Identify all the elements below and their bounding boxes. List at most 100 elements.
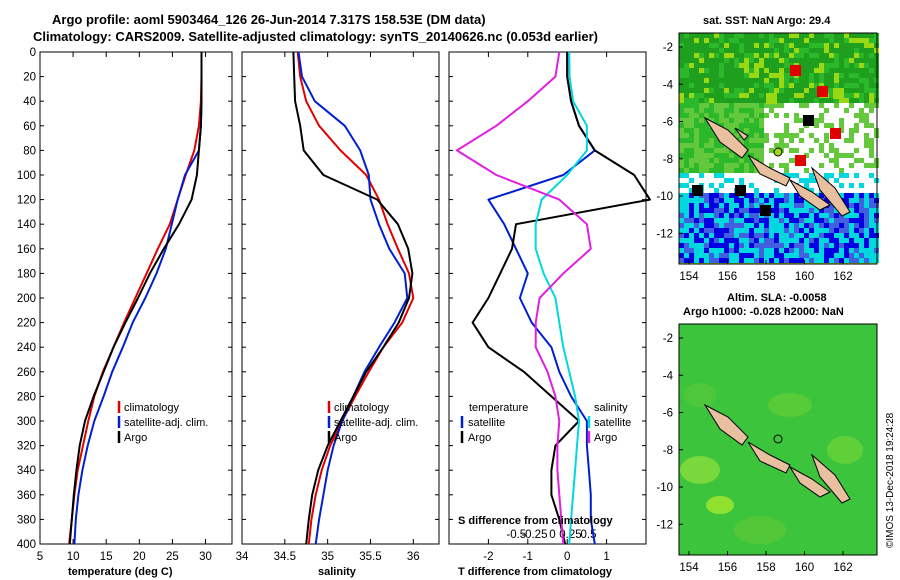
sst-cell (859, 123, 864, 128)
sst-cell (729, 68, 734, 73)
sst-cell (869, 33, 874, 38)
sst-cell (749, 238, 754, 243)
sst-cell (829, 123, 834, 128)
sst-cell (824, 243, 829, 248)
sst-cell (769, 123, 774, 128)
sst-cell (784, 238, 789, 243)
sst-cell (689, 198, 694, 203)
sst-cell (769, 198, 774, 203)
sst-cell (804, 248, 809, 253)
sst-cell (784, 78, 789, 83)
sst-cell (694, 173, 699, 178)
argo-location-marker (773, 147, 783, 157)
s-diff-tick-label: -0.25 (521, 529, 547, 541)
sst-cell (854, 133, 859, 138)
sst-cell (784, 133, 789, 138)
map-lon-label: 162 (833, 562, 852, 574)
sst-cell (844, 193, 849, 198)
sst-cell (779, 33, 784, 38)
sst-cell (869, 228, 874, 233)
sst-cell (869, 83, 874, 88)
island-shape (703, 403, 749, 446)
sst-cell (829, 138, 834, 143)
sst-cell (689, 228, 694, 233)
sst-cell (859, 63, 864, 68)
sst-cell (684, 123, 689, 128)
difference-panel-salinity-climatology-line (455, 51, 592, 545)
sst-cell (839, 58, 844, 63)
sst-cell (689, 208, 694, 213)
sst-cell (864, 113, 869, 118)
sst-cell (759, 128, 764, 133)
sst-cell (699, 83, 704, 88)
sst-cell (679, 88, 684, 93)
sst-cell (809, 183, 814, 188)
sst-cell (849, 173, 854, 178)
sst-cell (724, 88, 729, 93)
sst-cell (719, 238, 724, 243)
sst-cell (854, 203, 859, 208)
sst-cell (869, 128, 874, 133)
sst-cell (794, 233, 799, 238)
sst-cell (719, 158, 724, 163)
sst-cell (824, 33, 829, 38)
sst-cell (864, 238, 869, 243)
sst-cell (734, 258, 739, 263)
sst-cell (749, 53, 754, 58)
sst-cell (754, 108, 759, 113)
sst-cell (849, 163, 854, 168)
sst-cell (854, 198, 859, 203)
sst-cell (744, 38, 749, 43)
sst-cell (769, 118, 774, 123)
sst-cell (759, 103, 764, 108)
sst-cell (809, 38, 814, 43)
sst-cell (864, 78, 869, 83)
sst-cell (804, 218, 809, 223)
sst-cell (749, 73, 754, 78)
sst-cell (744, 33, 749, 38)
sst-cell (794, 253, 799, 258)
sst-cell (779, 143, 784, 148)
sst-cell (679, 63, 684, 68)
sst-cell (749, 193, 754, 198)
sst-cell (864, 123, 869, 128)
sst-cell (729, 168, 734, 173)
sst-cell (849, 168, 854, 173)
sst-cell (774, 58, 779, 63)
sst-cell (699, 63, 704, 68)
map-lat-label: -12 (656, 228, 673, 240)
sst-cell (774, 198, 779, 203)
sst-cell (714, 168, 719, 173)
sst-cell (859, 43, 864, 48)
sst-cell (829, 33, 834, 38)
legend-salinity-head: salinity (594, 402, 628, 414)
sst-cell (799, 73, 804, 78)
sst-cell (744, 138, 749, 143)
sst-cell (739, 228, 744, 233)
sst-cell (704, 173, 709, 178)
sst-cell (699, 53, 704, 58)
sst-cell (759, 48, 764, 53)
sst-cell (744, 153, 749, 158)
legend-t-argo-label: Argo (468, 432, 491, 444)
sst-cell (774, 63, 779, 68)
sst-cell (779, 93, 784, 98)
sst-cell (689, 163, 694, 168)
sst-cell (864, 43, 869, 48)
sst-cell (714, 93, 719, 98)
sst-cell (839, 143, 844, 148)
sst-cell (719, 43, 724, 48)
sst-cell (839, 253, 844, 258)
sst-cell (864, 93, 869, 98)
sst-cell (809, 218, 814, 223)
sst-cell (689, 173, 694, 178)
sst-cell (744, 78, 749, 83)
sst-cell (749, 223, 754, 228)
sst-cell (829, 168, 834, 173)
sst-cell (759, 188, 764, 193)
sst-cell (809, 103, 814, 108)
sst-cell (714, 248, 719, 253)
sst-cell (769, 213, 774, 218)
sst-cell (834, 103, 839, 108)
sst-cell (784, 103, 789, 108)
